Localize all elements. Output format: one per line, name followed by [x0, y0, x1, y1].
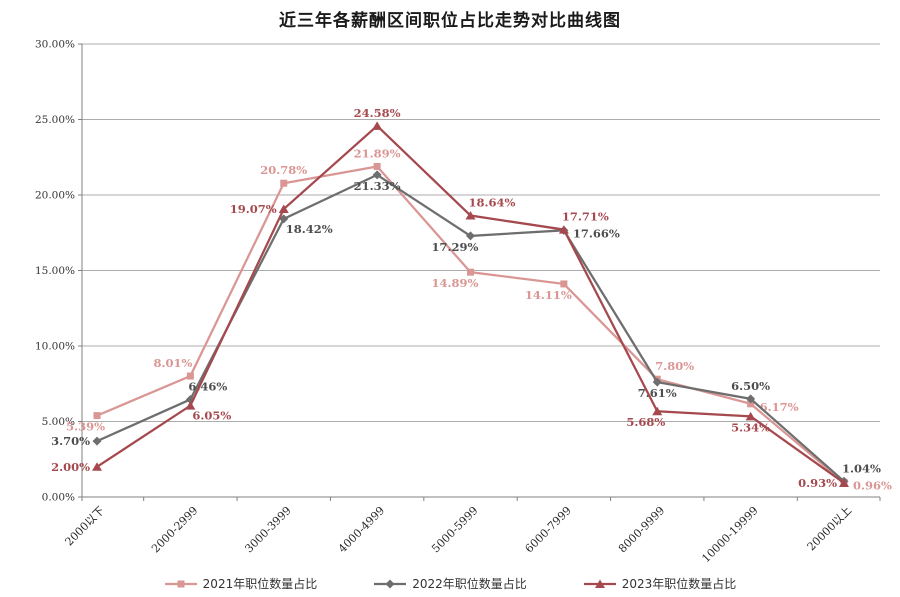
data-point-marker — [839, 478, 849, 487]
y-axis-tick-label: 30.00% — [35, 39, 75, 51]
data-point-marker — [185, 401, 196, 410]
data-label: 24.58% — [354, 106, 401, 120]
data-point-marker — [186, 372, 194, 380]
data-label: 14.11% — [525, 288, 572, 302]
y-axis-tick-label: 25.00% — [35, 114, 75, 126]
y-axis-tick-label: 20.00% — [35, 190, 75, 202]
x-axis-category-label: 8000-9999 — [616, 504, 667, 555]
plot-area: 0.00% 5.00% 10.00% 15.00% 20.00% 25.00% 30.00%… — [35, 39, 892, 566]
data-label: 18.64% — [469, 196, 516, 210]
data-label: 17.29% — [432, 240, 479, 254]
x-axis-category-label: 6000-7999 — [523, 504, 574, 555]
series-2021年职位数量占比: 5.39% 8.01% 20.78% 21.89% 14.89% 14.11% 7.80% 6… — [66, 146, 892, 492]
data-label: 0.96% — [853, 479, 892, 493]
legend-marker — [385, 579, 395, 588]
data-label: 17.71% — [562, 210, 609, 224]
x-axis-category-label: 4000-4999 — [336, 504, 387, 555]
data-label: 0.93% — [798, 476, 837, 490]
y-axis-tick-label: 5.00% — [42, 416, 75, 428]
series-line-2 — [96, 173, 845, 483]
data-label: 18.42% — [286, 222, 333, 236]
data-point-marker — [278, 204, 289, 214]
legend: 2021年职位数量占比 2022年职位数量占比 2023年职位数量占比 — [0, 575, 900, 592]
data-point-marker — [745, 411, 756, 421]
data-point-marker — [279, 214, 289, 224]
data-point-marker — [92, 436, 102, 446]
data-label: 3.70% — [51, 434, 90, 448]
x-axis-category-label: 3000-3999 — [242, 504, 293, 555]
x-axis-category-label: 20000以上 — [805, 504, 854, 553]
data-point-marker — [465, 211, 476, 220]
data-label: 8.01% — [153, 356, 192, 370]
data-label: 6.17% — [760, 400, 799, 414]
legend-item: 2022年职位数量占比 — [373, 575, 527, 592]
data-label: 21.33% — [354, 179, 401, 193]
x-axis-category-label: 2000以下 — [63, 504, 108, 549]
data-label: 5.34% — [731, 420, 770, 434]
y-axis-tick-label: 0.00% — [42, 492, 75, 504]
data-label: 2.00% — [51, 460, 90, 474]
data-label: 20.78% — [260, 163, 307, 177]
legend-label: 2021年职位数量占比 — [202, 577, 318, 591]
x-axis-category-label: 5000-5999 — [429, 504, 480, 555]
data-label: 6.46% — [188, 379, 227, 393]
x-axis-category-label: 10000-19999 — [699, 504, 760, 565]
data-point-marker — [280, 179, 288, 187]
data-point-marker — [92, 462, 102, 471]
data-label: 19.07% — [230, 202, 277, 216]
data-point-marker — [747, 400, 755, 408]
data-point-marker — [373, 162, 381, 170]
legend-marker — [594, 579, 605, 588]
y-axis-tick-label: 15.00% — [35, 265, 75, 277]
series-2022年职位数量占比: 3.70% 6.46% 18.42% 21.33% 17.29% 17.66% 7.61% 6… — [51, 170, 881, 486]
data-label: 7.80% — [655, 359, 694, 373]
data-point-marker — [746, 394, 756, 404]
data-label: 7.61% — [638, 386, 677, 400]
legend-item: 2023年职位数量占比 — [583, 575, 737, 592]
data-point-marker — [372, 121, 383, 130]
y-axis-tick-label: 10.00% — [35, 341, 75, 353]
data-point-marker — [558, 225, 569, 234]
data-point-marker — [652, 406, 663, 416]
chart-title: 近三年各薪酬区间职位占比走势对比曲线图 — [279, 11, 621, 31]
data-label: 6.50% — [731, 379, 770, 393]
data-point-marker — [372, 170, 382, 180]
data-label: 6.05% — [192, 409, 231, 423]
data-label: 17.66% — [573, 226, 620, 240]
data-point-marker — [467, 268, 474, 276]
data-point-marker — [560, 280, 568, 288]
legend-label: 2022年职位数量占比 — [412, 577, 527, 591]
data-point-marker — [652, 377, 662, 387]
series-2023年职位数量占比: 2.00% 6.05% 19.07% 24.58% 18.64% 17.71% 5.68% 5… — [51, 106, 849, 490]
data-label: 14.89% — [432, 276, 479, 290]
legend-marker — [177, 580, 185, 587]
data-point-marker — [93, 412, 101, 420]
legend-marker-icon — [374, 579, 407, 588]
legend-label: 2023年职位数量占比 — [621, 577, 737, 591]
data-label: 5.68% — [626, 415, 665, 429]
data-label: 5.39% — [66, 420, 105, 434]
x-axis-category-label: 2000-2999 — [149, 504, 200, 555]
legend-item: 2021年职位数量占比 — [164, 575, 318, 592]
legend-marker-icon — [164, 580, 197, 587]
data-point-marker — [466, 231, 475, 241]
data-label: 21.89% — [354, 146, 401, 160]
legend-marker-icon — [583, 579, 616, 588]
data-label: 1.04% — [842, 461, 881, 475]
